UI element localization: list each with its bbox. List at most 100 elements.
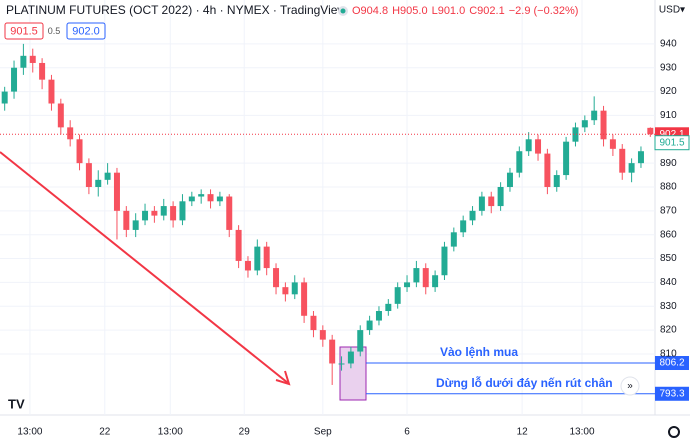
y-tick-label: 940 [660, 39, 677, 50]
x-tick-label: 22 [99, 427, 111, 438]
header-value: H905.0 [392, 5, 427, 17]
candle-body [357, 330, 364, 352]
candle-body [563, 141, 570, 176]
candle-body [95, 179, 102, 187]
candle-body [497, 186, 504, 207]
candle-body [572, 127, 579, 142]
candle-body [11, 67, 18, 92]
candle-body [263, 246, 270, 269]
bid-price-badge [654, 135, 690, 151]
x-tick-label: 29 [239, 427, 251, 438]
y-tick-label: 820 [660, 325, 677, 336]
candle-body [319, 330, 326, 340]
price-badge-text: 806.2 [659, 358, 684, 369]
price-line-label: Vào lệnh mua [440, 345, 518, 359]
candles [1, 43, 654, 385]
candle-body [67, 127, 74, 140]
price-badge [655, 386, 689, 401]
x-tick-label: Sep [314, 427, 332, 438]
y-tick-label: 850 [660, 253, 677, 264]
candle-body [647, 127, 654, 135]
header-value: −2.9 (−0.32%) [509, 5, 579, 17]
candle-body [347, 351, 354, 364]
y-tick-label: 830 [660, 301, 677, 312]
candle-body [207, 194, 214, 202]
scroll-icon: » [627, 381, 633, 392]
candle-body [422, 268, 429, 288]
candle-body [375, 311, 382, 321]
candle-body [142, 210, 149, 221]
candle-body [516, 151, 523, 173]
candle-body [637, 151, 644, 164]
y-tick-label: 930 [660, 62, 677, 73]
candle-body [85, 163, 92, 187]
candle-body [244, 260, 251, 271]
candle-body [535, 139, 542, 154]
candle-body [57, 103, 64, 128]
logo: TV [8, 396, 25, 411]
candle-body [254, 246, 261, 271]
candle-body [478, 196, 485, 211]
candle-body [216, 196, 223, 202]
candle-body [404, 282, 411, 288]
candle-body [628, 163, 635, 173]
badge-text: 902.0 [72, 25, 100, 37]
candle-body [132, 220, 139, 230]
y-tick-label: 860 [660, 229, 677, 240]
candle-body [460, 220, 467, 233]
candle-body [104, 172, 111, 180]
candle-body [113, 172, 120, 211]
trend-arrow [0, 151, 289, 384]
candle-body [226, 196, 233, 230]
candle-body [39, 62, 46, 80]
candle-body [394, 287, 401, 304]
candle-body [619, 148, 626, 173]
currency[interactable]: USD▾ [659, 5, 685, 16]
overlay: Vào lệnh mua 806.2 Dừng lỗ dưới đáy nến rú… [0, 127, 690, 401]
candle-body [310, 315, 317, 331]
x-tick-label: 13:00 [158, 427, 183, 438]
spread: 0.5 [48, 26, 61, 36]
y-tick-label: 890 [660, 158, 677, 169]
candle-body [151, 210, 158, 216]
y-tick-label: 920 [660, 86, 677, 97]
bid-price-text: 901.5 [659, 137, 684, 148]
chart-title: PLATINUM FUTURES (OCT 2022) · 4h · NYMEX… [6, 3, 346, 17]
candle-body [609, 139, 616, 149]
badge-text: 901.5 [10, 25, 38, 37]
candle-body [48, 79, 55, 104]
sell-badge [4, 22, 44, 40]
candle-body [170, 206, 177, 221]
x-tick-label: 6 [404, 427, 410, 438]
candle-body [591, 110, 598, 121]
candle-body [385, 303, 392, 312]
candle-body [235, 229, 242, 261]
candle-body [581, 120, 588, 128]
candle-body [291, 282, 298, 295]
last-price-text: 902.1 [659, 129, 684, 140]
y-tick-label: 880 [660, 182, 677, 193]
scroll-button[interactable] [620, 376, 640, 396]
candle-body [20, 55, 27, 68]
candle-body [488, 196, 495, 207]
header-values: O904.8 H905.0 L901.0 C902.1 −2.9 (−0.32%) [352, 5, 578, 17]
candle-body [282, 287, 289, 295]
arrow-head [275, 370, 291, 386]
price-line-label: Dừng lỗ dưới đáy nến rút chân [436, 375, 613, 390]
candle-body [76, 139, 83, 164]
settings-icon[interactable] [668, 426, 680, 438]
candle-body [600, 110, 607, 140]
candle-body [441, 246, 448, 276]
candle-body [432, 275, 439, 288]
y-tick-label: 810 [660, 349, 677, 360]
x-tick-label: 13:00 [17, 427, 42, 438]
candle-body [525, 139, 532, 152]
candle-body [198, 194, 205, 197]
candle-body [506, 172, 513, 187]
candle-body [188, 196, 195, 202]
price-badge [655, 356, 689, 371]
y-tick-label: 870 [660, 205, 677, 216]
candle-body [544, 153, 551, 187]
candle-body [338, 363, 345, 365]
